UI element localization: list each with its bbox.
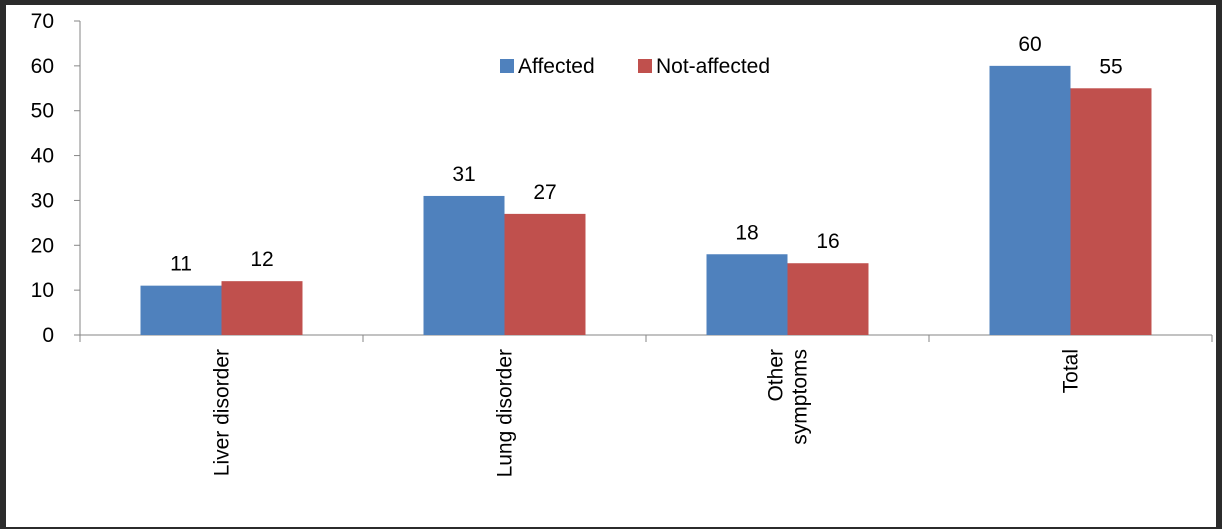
data-label: 16 [816,230,839,253]
category-label: Othersymptoms [765,349,812,445]
data-label: 18 [735,221,758,244]
legend-item-affected: Affected [500,55,595,78]
bar-not-affected [1070,88,1152,336]
data-label: 12 [250,248,273,271]
legend-label: Not-affected [656,55,770,78]
legend-label: Affected [518,55,595,78]
bar-not-affected [221,281,303,335]
bar-not-affected [504,213,586,335]
legend-item-not-affected: Not-affected [638,55,770,78]
bars [140,65,1152,336]
value-labels: 11 12 31 27 18 16 60 55 [170,33,1123,276]
data-label: 55 [1099,55,1122,78]
bar-affected [140,285,222,335]
x-ticks [79,335,1213,342]
legend: Affected Not-affected [500,55,770,78]
bar-affected [423,195,505,335]
data-label: 60 [1018,33,1041,56]
category-label: Liver disorder [211,349,234,476]
data-label: 31 [452,163,475,186]
y-tick-label: 70 [31,10,54,33]
category-label: Total [1060,349,1083,393]
y-tick-label: 20 [31,234,54,257]
y-tick-label: 60 [31,55,54,78]
legend-swatch [638,59,652,73]
bar-not-affected [787,263,869,335]
y-tick-label: 10 [31,279,54,302]
data-label: 27 [533,181,556,204]
bar-affected [706,254,788,335]
y-tick-label: 40 [31,145,54,168]
data-label: 11 [170,253,192,276]
y-tick-label: 30 [31,189,54,212]
legend-swatch [500,59,514,73]
y-tick-label: 50 [31,100,54,123]
category-labels: Liver disorder Lung disorder Othersymptoms… [211,349,1083,477]
y-ticks: 0 10 20 30 40 50 60 70 [31,10,80,347]
bar-affected [989,65,1071,335]
category-label: Lung disorder [494,349,517,477]
y-tick-label: 0 [42,324,54,347]
